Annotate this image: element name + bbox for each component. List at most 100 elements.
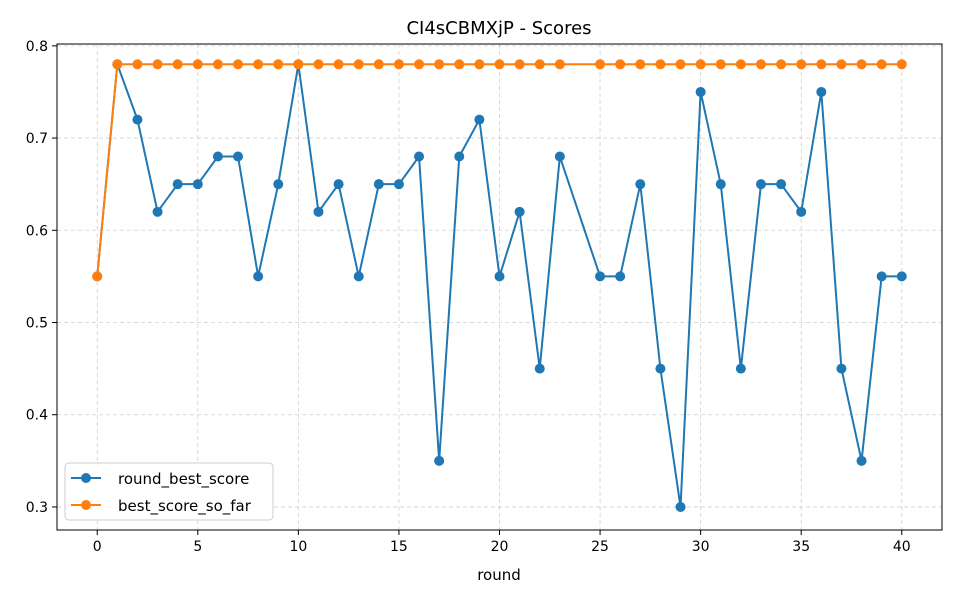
y-tick-label: 0.4 [26, 408, 48, 424]
data-point-round-best-score [796, 206, 807, 217]
data-point-round-best-score [333, 179, 344, 190]
data-point-round-best-score [595, 271, 606, 282]
data-point-round-best-score [635, 179, 646, 190]
data-point-best-score-so-far [776, 59, 787, 70]
ticks-layer: 0 5 10 15 20 25 30 35 40 0.3 0.4 0.5 0.6 0.7 0.8 [26, 39, 911, 555]
x-tick-label: 40 [893, 539, 911, 555]
y-tick-label: 0.5 [26, 316, 48, 332]
data-point-best-score-so-far [333, 59, 344, 70]
data-point-best-score-so-far [454, 59, 465, 70]
data-point-round-best-score [132, 114, 143, 125]
data-point-round-best-score [896, 271, 907, 282]
legend: round_best_score best_score_so_far [64, 462, 274, 521]
y-tick-label: 0.8 [26, 39, 48, 55]
data-point-best-score-so-far [876, 59, 887, 70]
data-point-round-best-score [514, 206, 525, 217]
data-point-round-best-score [534, 363, 545, 374]
data-point-best-score-so-far [92, 271, 103, 282]
data-point-round-best-score [313, 206, 324, 217]
y-tick-label: 0.6 [26, 223, 48, 239]
data-point-round-best-score [816, 86, 827, 97]
data-point-round-best-score [554, 151, 565, 162]
y-tick-label: 0.3 [26, 500, 48, 516]
data-point-best-score-so-far [233, 59, 244, 70]
data-point-best-score-so-far [896, 59, 907, 70]
data-point-best-score-so-far [836, 59, 847, 70]
data-point-best-score-so-far [192, 59, 203, 70]
x-tick-label: 25 [591, 539, 609, 555]
data-point-best-score-so-far [353, 59, 364, 70]
x-tick-label: 35 [792, 539, 810, 555]
x-axis-label: round [477, 566, 521, 584]
data-point-round-best-score [414, 151, 425, 162]
data-point-round-best-score [172, 179, 183, 190]
x-tick-label: 30 [692, 539, 710, 555]
data-point-best-score-so-far [715, 59, 726, 70]
data-point-best-score-so-far [675, 59, 686, 70]
data-point-best-score-so-far [253, 59, 264, 70]
data-point-round-best-score [393, 179, 404, 190]
legend-label-round-best-score: round_best_score [118, 470, 249, 489]
x-tick-label: 15 [390, 539, 408, 555]
data-point-round-best-score [152, 206, 163, 217]
data-point-best-score-so-far [132, 59, 143, 70]
data-point-best-score-so-far [554, 59, 565, 70]
data-point-best-score-so-far [755, 59, 766, 70]
x-tick-label: 0 [93, 539, 102, 555]
data-point-best-score-so-far [856, 59, 867, 70]
data-point-best-score-so-far [796, 59, 807, 70]
data-point-round-best-score [876, 271, 887, 282]
legend-label-best-score-so-far: best_score_so_far [118, 497, 252, 516]
data-point-best-score-so-far [655, 59, 666, 70]
series-line-round-best-score [96, 63, 902, 508]
data-point-round-best-score [212, 151, 223, 162]
data-point-best-score-so-far [595, 59, 606, 70]
data-point-round-best-score [273, 179, 284, 190]
data-point-round-best-score [434, 455, 445, 466]
legend-marker-best-score-so-far [81, 500, 91, 510]
legend-box [64, 462, 274, 521]
data-point-round-best-score [755, 179, 766, 190]
data-point-best-score-so-far [474, 59, 485, 70]
data-point-round-best-score [474, 114, 485, 125]
data-point-round-best-score [494, 271, 505, 282]
data-point-best-score-so-far [152, 59, 163, 70]
data-point-best-score-so-far [373, 59, 384, 70]
data-point-best-score-so-far [534, 59, 545, 70]
data-point-best-score-so-far [735, 59, 746, 70]
data-point-best-score-so-far [514, 59, 525, 70]
x-tick-label: 20 [491, 539, 509, 555]
data-point-round-best-score [454, 151, 465, 162]
data-point-round-best-score [856, 455, 867, 466]
data-point-round-best-score [715, 179, 726, 190]
data-point-round-best-score [776, 179, 787, 190]
data-point-best-score-so-far [414, 59, 425, 70]
data-point-best-score-so-far [615, 59, 626, 70]
data-point-round-best-score [836, 363, 847, 374]
data-point-round-best-score [353, 271, 364, 282]
data-point-round-best-score [735, 363, 746, 374]
data-point-best-score-so-far [293, 59, 304, 70]
data-point-round-best-score [192, 179, 203, 190]
data-point-best-score-so-far [313, 59, 324, 70]
series-layer [92, 59, 907, 512]
data-point-round-best-score [695, 86, 706, 97]
data-point-best-score-so-far [273, 59, 284, 70]
legend-marker-round-best-score [81, 473, 91, 483]
data-point-best-score-so-far [112, 59, 123, 70]
data-point-best-score-so-far [816, 59, 827, 70]
chart-title: CI4sCBMXjP - Scores [406, 18, 591, 39]
y-tick-label: 0.7 [26, 131, 48, 147]
series-round-best-score [92, 59, 907, 512]
x-tick-label: 10 [289, 539, 307, 555]
data-point-round-best-score [675, 501, 686, 512]
data-point-best-score-so-far [393, 59, 404, 70]
data-point-round-best-score [373, 179, 384, 190]
data-point-best-score-so-far [635, 59, 646, 70]
data-point-best-score-so-far [172, 59, 183, 70]
data-point-round-best-score [253, 271, 264, 282]
data-point-best-score-so-far [695, 59, 706, 70]
data-point-best-score-so-far [212, 59, 223, 70]
